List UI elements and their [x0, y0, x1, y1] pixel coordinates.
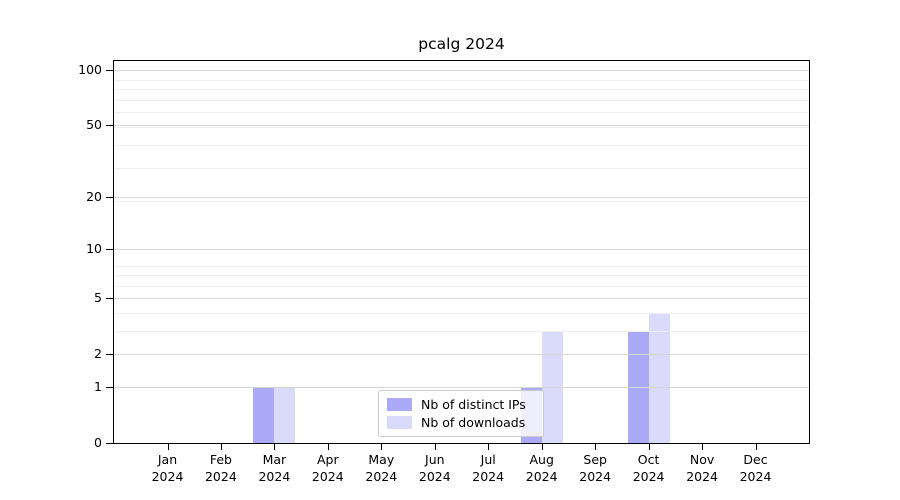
y-tick-label: 20	[86, 189, 102, 204]
major-gridline	[114, 387, 809, 388]
x-tick-mark	[327, 444, 329, 450]
y-tick-mark	[106, 70, 113, 71]
y-tick-label: 0	[94, 435, 102, 450]
x-tick-label: Apr 2024	[293, 451, 363, 485]
x-tick-mark	[541, 444, 543, 450]
x-tick-month: Apr	[316, 452, 339, 467]
legend-label-downloads: Nb of downloads	[421, 414, 526, 430]
x-tick-label: Jul 2024	[453, 451, 523, 485]
y-tick-mark	[106, 298, 113, 299]
x-tick-mark	[755, 444, 757, 450]
minor-gridline	[114, 313, 809, 314]
y-tick-mark	[106, 249, 113, 250]
bar-downloads	[274, 387, 296, 443]
y-tick-mark	[106, 354, 113, 355]
x-tick-month: Nov	[689, 452, 715, 467]
y-tick-label: 50	[86, 117, 102, 132]
x-tick-year: 2024	[632, 469, 665, 484]
x-tick-mark	[595, 444, 597, 450]
x-tick-month: Dec	[743, 452, 768, 467]
x-tick-year: 2024	[686, 469, 718, 484]
minor-gridline	[114, 127, 809, 128]
x-tick-label: Oct 2024	[614, 451, 684, 485]
minor-gridline	[114, 112, 809, 113]
legend-swatch-distinct-ips	[387, 398, 412, 412]
x-tick-label: Aug 2024	[507, 451, 577, 485]
legend-label-distinct-ips: Nb of distinct IPs	[421, 397, 526, 413]
x-tick-month: Jan	[157, 452, 178, 467]
x-tick-label: Nov 2024	[667, 451, 737, 485]
x-tick-year: 2024	[418, 469, 451, 484]
x-tick-month: Aug	[529, 452, 554, 467]
x-tick-year: 2024	[151, 469, 184, 484]
minor-gridline	[114, 201, 809, 202]
x-tick-mark	[220, 444, 222, 450]
y-tick-mark	[106, 125, 113, 126]
x-tick-mark	[434, 444, 436, 450]
chart-title: pcalg 2024	[418, 35, 505, 53]
x-tick-year: 2024	[365, 469, 398, 484]
y-tick-label: 100	[78, 62, 102, 77]
x-tick-year: 2024	[204, 469, 237, 484]
minor-gridline	[114, 100, 809, 101]
x-tick-label: Mar 2024	[239, 451, 309, 485]
minor-gridline	[114, 275, 809, 276]
major-gridline	[114, 354, 809, 355]
x-tick-label: May 2024	[346, 451, 416, 485]
minor-gridline	[114, 145, 809, 146]
y-tick-label: 10	[86, 241, 102, 256]
y-tick-label: 1	[94, 379, 102, 394]
bar-distinct-ips	[253, 387, 275, 443]
minor-gridline	[114, 80, 809, 81]
x-tick-label: Sep 2024	[560, 451, 630, 485]
x-tick-month: Jun	[425, 452, 445, 467]
y-tick-mark	[106, 443, 113, 444]
x-tick-month: Jul	[480, 452, 496, 467]
legend-item-distinct-ips: Nb of distinct IPs	[387, 396, 535, 413]
major-gridline	[114, 249, 809, 250]
x-tick-year: 2024	[258, 469, 291, 484]
x-tick-label: Feb 2024	[186, 451, 256, 485]
x-tick-mark	[702, 444, 704, 450]
x-tick-mark	[274, 444, 276, 450]
x-tick-year: 2024	[579, 469, 612, 484]
y-tick-mark	[106, 387, 113, 388]
y-tick-mark	[106, 197, 113, 198]
x-tick-mark	[488, 444, 490, 450]
legend: Nb of distinct IPs Nb of downloads	[378, 390, 544, 437]
minor-gridline	[114, 266, 809, 267]
x-tick-label: Jan 2024	[133, 451, 203, 485]
x-tick-year: 2024	[739, 469, 772, 484]
x-tick-mark	[167, 444, 169, 450]
y-tick-label: 5	[94, 290, 102, 305]
major-gridline	[114, 70, 809, 71]
x-tick-year: 2024	[525, 469, 558, 484]
x-tick-mark	[381, 444, 383, 450]
x-tick-year: 2024	[311, 469, 344, 484]
minor-gridline	[114, 331, 809, 332]
major-gridline	[114, 298, 809, 299]
minor-gridline	[114, 286, 809, 287]
x-tick-year: 2024	[472, 469, 505, 484]
x-tick-month: Mar	[262, 452, 287, 467]
bar-downloads	[648, 313, 670, 443]
x-tick-mark	[648, 444, 650, 450]
x-tick-month: Oct	[637, 452, 660, 467]
x-tick-label: Jun 2024	[400, 451, 470, 485]
plot-area: 0 1 2 5 10 20 50 100 Jan 2024 Feb 2024 Mar 2024 Apr 202…	[78, 60, 810, 484]
x-tick-month: Sep	[583, 452, 607, 467]
major-gridline	[114, 125, 809, 126]
minor-gridline	[114, 89, 809, 90]
legend-swatch-downloads	[387, 415, 412, 429]
x-tick-label: Dec 2024	[721, 451, 791, 485]
major-gridline	[114, 197, 809, 198]
legend-item-downloads: Nb of downloads	[387, 414, 535, 431]
y-tick-label: 2	[94, 346, 102, 361]
x-tick-month: Feb	[209, 452, 232, 467]
x-tick-month: May	[368, 452, 395, 467]
minor-gridline	[114, 168, 809, 169]
plot-inner: 0 1 2 5 10 20 50 100 Jan 2024 Feb 2024 Mar 2024 Apr 202…	[78, 61, 809, 484]
